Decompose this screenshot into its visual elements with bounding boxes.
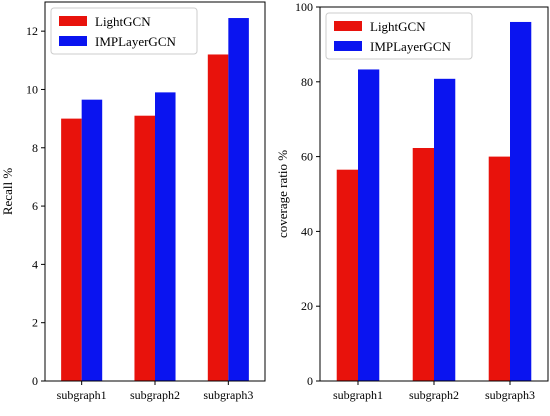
- recall-axes-frame: [44, 1, 266, 382]
- recall-x-tick-label: subgraph2: [130, 388, 180, 402]
- recall-y-tick-label: 6: [32, 199, 38, 213]
- recall-y-tick-label: 10: [26, 82, 38, 96]
- recall-bar-implayergcn-subgraph2: [155, 92, 176, 381]
- recall-x-tick-label: subgraph1: [57, 388, 107, 402]
- recall-y-axis-label: Recall %: [0, 168, 15, 215]
- coverage-bar-lightgcn-subgraph1: [336, 169, 358, 381]
- recall-bar-lightgcn-subgraph2: [134, 115, 155, 381]
- coverage-bar-implayergcn-subgraph3: [510, 21, 532, 382]
- recall-bar-implayergcn-subgraph1: [81, 99, 103, 382]
- recall-legend-swatch-implayergcn: [59, 36, 87, 46]
- recall-y-tick-label: 8: [32, 141, 38, 155]
- coverage-legend-swatch-implayergcn: [334, 41, 362, 51]
- coverage-y-tick-label: 40: [301, 224, 313, 238]
- coverage-bar-lightgcn-subgraph3: [488, 156, 510, 381]
- recall-legend: [50, 7, 198, 55]
- coverage-bar-implayergcn-subgraph1: [358, 69, 380, 381]
- coverage-y-tick-label: 0: [307, 374, 313, 388]
- recall-chart: subgraph1 subgraph2 subgraph3 0 2 4 6 8 10 12 Reca…: [0, 1, 266, 402]
- coverage-legend-label-implayergcn: IMPLayerGCN: [370, 39, 451, 54]
- coverage-y-tick-label: 100: [295, 0, 313, 14]
- coverage-bar-lightgcn-subgraph2: [412, 147, 434, 381]
- recall-bar-lightgcn-subgraph3: [207, 54, 229, 381]
- coverage-y-tick-label: 80: [301, 75, 313, 89]
- recall-bar-implayergcn-subgraph3: [228, 18, 249, 382]
- recall-x-tick-label: subgraph3: [203, 388, 253, 402]
- recall-legend-swatch-lightgcn: [59, 16, 87, 26]
- coverage-x-tick-label: subgraph3: [485, 388, 535, 402]
- coverage-y-tick-label: 60: [301, 150, 313, 164]
- coverage-x-tick-label: subgraph1: [333, 388, 383, 402]
- recall-y-tick-label: 12: [26, 24, 38, 38]
- recall-y-tick-label: 0: [32, 374, 38, 388]
- recall-legend-label-implayergcn: IMPLayerGCN: [95, 34, 176, 49]
- recall-bar-lightgcn-subgraph1: [61, 118, 82, 381]
- recall-y-tick-label: 2: [32, 316, 38, 330]
- coverage-legend-swatch-lightgcn: [334, 21, 362, 31]
- recall-legend-label-lightgcn: LightGCN: [95, 14, 151, 29]
- coverage-y-tick-label: 20: [301, 299, 313, 313]
- coverage-chart: subgraph1 subgraph2 subgraph3 0 20 40 60 80 100 c…: [275, 0, 549, 402]
- coverage-legend: [325, 12, 473, 60]
- coverage-bar-implayergcn-subgraph2: [434, 78, 456, 382]
- recall-y-tick-label: 4: [32, 257, 38, 271]
- coverage-legend-label-lightgcn: LightGCN: [370, 19, 426, 34]
- coverage-y-axis-label: coverage ratio %: [275, 150, 290, 238]
- coverage-x-tick-label: subgraph2: [409, 388, 459, 402]
- coverage-axes-frame: [319, 6, 549, 382]
